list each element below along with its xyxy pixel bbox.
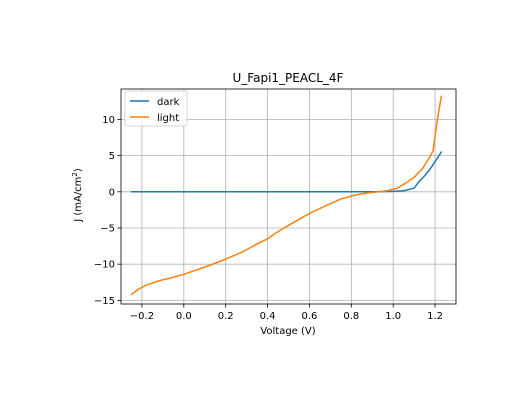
plot-series bbox=[130, 95, 443, 296]
legend-label-light: light bbox=[157, 113, 179, 124]
plot-frame bbox=[120, 88, 457, 305]
y-axis-label-superscript: 2 bbox=[71, 172, 79, 176]
series-line-light bbox=[130, 95, 443, 296]
x-tick-label: 0.0 bbox=[176, 311, 192, 322]
legend: dark light bbox=[124, 90, 188, 127]
chart-title: U_Fapi1_PEACL_4F bbox=[233, 71, 344, 85]
y-tick-label: 10 bbox=[102, 115, 115, 126]
y-axis-label: J (mA/cm2) bbox=[71, 168, 84, 223]
y-axis-label-main: J (mA/cm bbox=[73, 177, 84, 223]
y-tick-label: −5 bbox=[100, 223, 115, 234]
y-tick-label: 0 bbox=[109, 187, 115, 198]
y-tick-label: −10 bbox=[94, 260, 115, 271]
x-tick-label: −0.2 bbox=[130, 311, 154, 322]
y-axis-label-close: ) bbox=[73, 168, 84, 172]
x-tick-label: 0.8 bbox=[343, 311, 359, 322]
x-tick-label: 0.4 bbox=[260, 311, 276, 322]
y-tick-label: −15 bbox=[94, 296, 115, 307]
x-tick-label: 1.2 bbox=[427, 311, 443, 322]
x-tick-label: 0.6 bbox=[301, 311, 317, 322]
x-axis-label: Voltage (V) bbox=[260, 326, 315, 337]
x-tick-label: 1.0 bbox=[385, 311, 401, 322]
legend-label-dark: dark bbox=[157, 97, 180, 108]
x-tick-label: 0.2 bbox=[218, 311, 234, 322]
y-tick-label: 5 bbox=[109, 151, 115, 162]
series-line-dark bbox=[130, 151, 443, 193]
axis-ticks: −0.2 0.0 0.2 0.4 0.6 0.8 1.0 1.2 −15 −10 −5 0 5 10 bbox=[94, 115, 443, 322]
